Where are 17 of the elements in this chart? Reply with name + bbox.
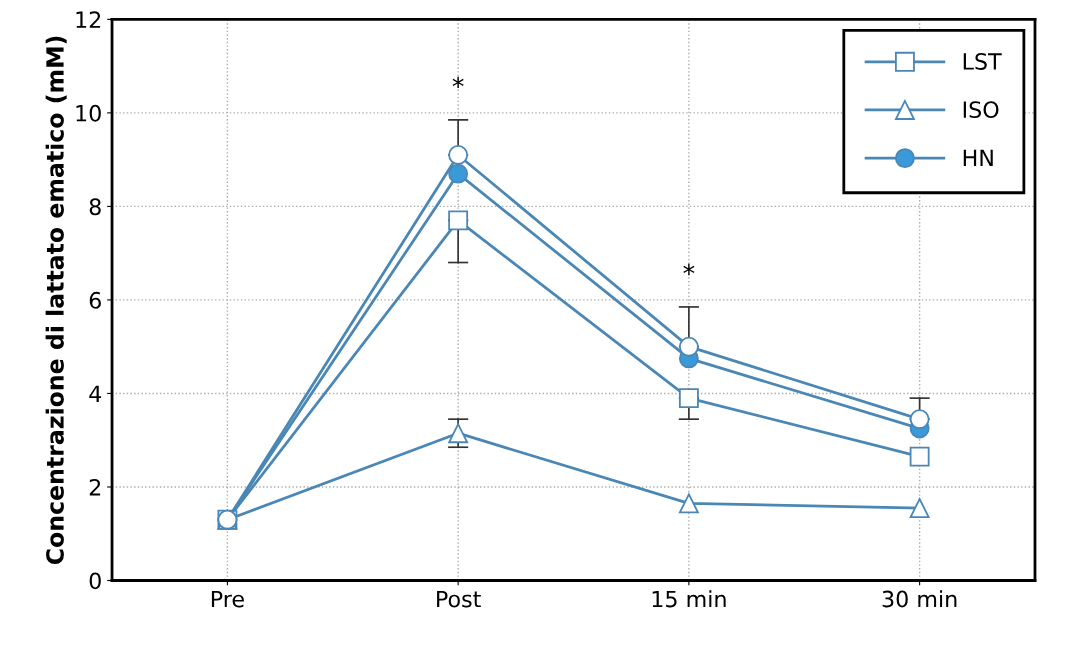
x-tick-label: Post bbox=[437, 590, 481, 608]
y-tick-label: 0 bbox=[89, 572, 101, 590]
legend-label: LST bbox=[963, 53, 1002, 70]
y-tick-label: 8 bbox=[89, 198, 101, 216]
annotation: * bbox=[683, 263, 695, 276]
y-tick-label: 6 bbox=[89, 291, 101, 309]
y-axis-title: Concentrazione di lattato ematico (mM) bbox=[45, 36, 67, 565]
legend-label: HN bbox=[963, 149, 993, 166]
x-tick-label: 15 min bbox=[652, 590, 726, 608]
legend-label: ISO bbox=[963, 101, 999, 119]
y-tick-label: 10 bbox=[76, 104, 101, 122]
y-tick-label: 12 bbox=[76, 11, 101, 28]
y-tick-label: 4 bbox=[89, 385, 102, 402]
y-tick-label: 2 bbox=[89, 478, 101, 496]
x-tick-label: 30 min bbox=[882, 590, 957, 608]
annotation: * bbox=[452, 76, 464, 89]
x-tick-label: Pre bbox=[211, 590, 244, 608]
